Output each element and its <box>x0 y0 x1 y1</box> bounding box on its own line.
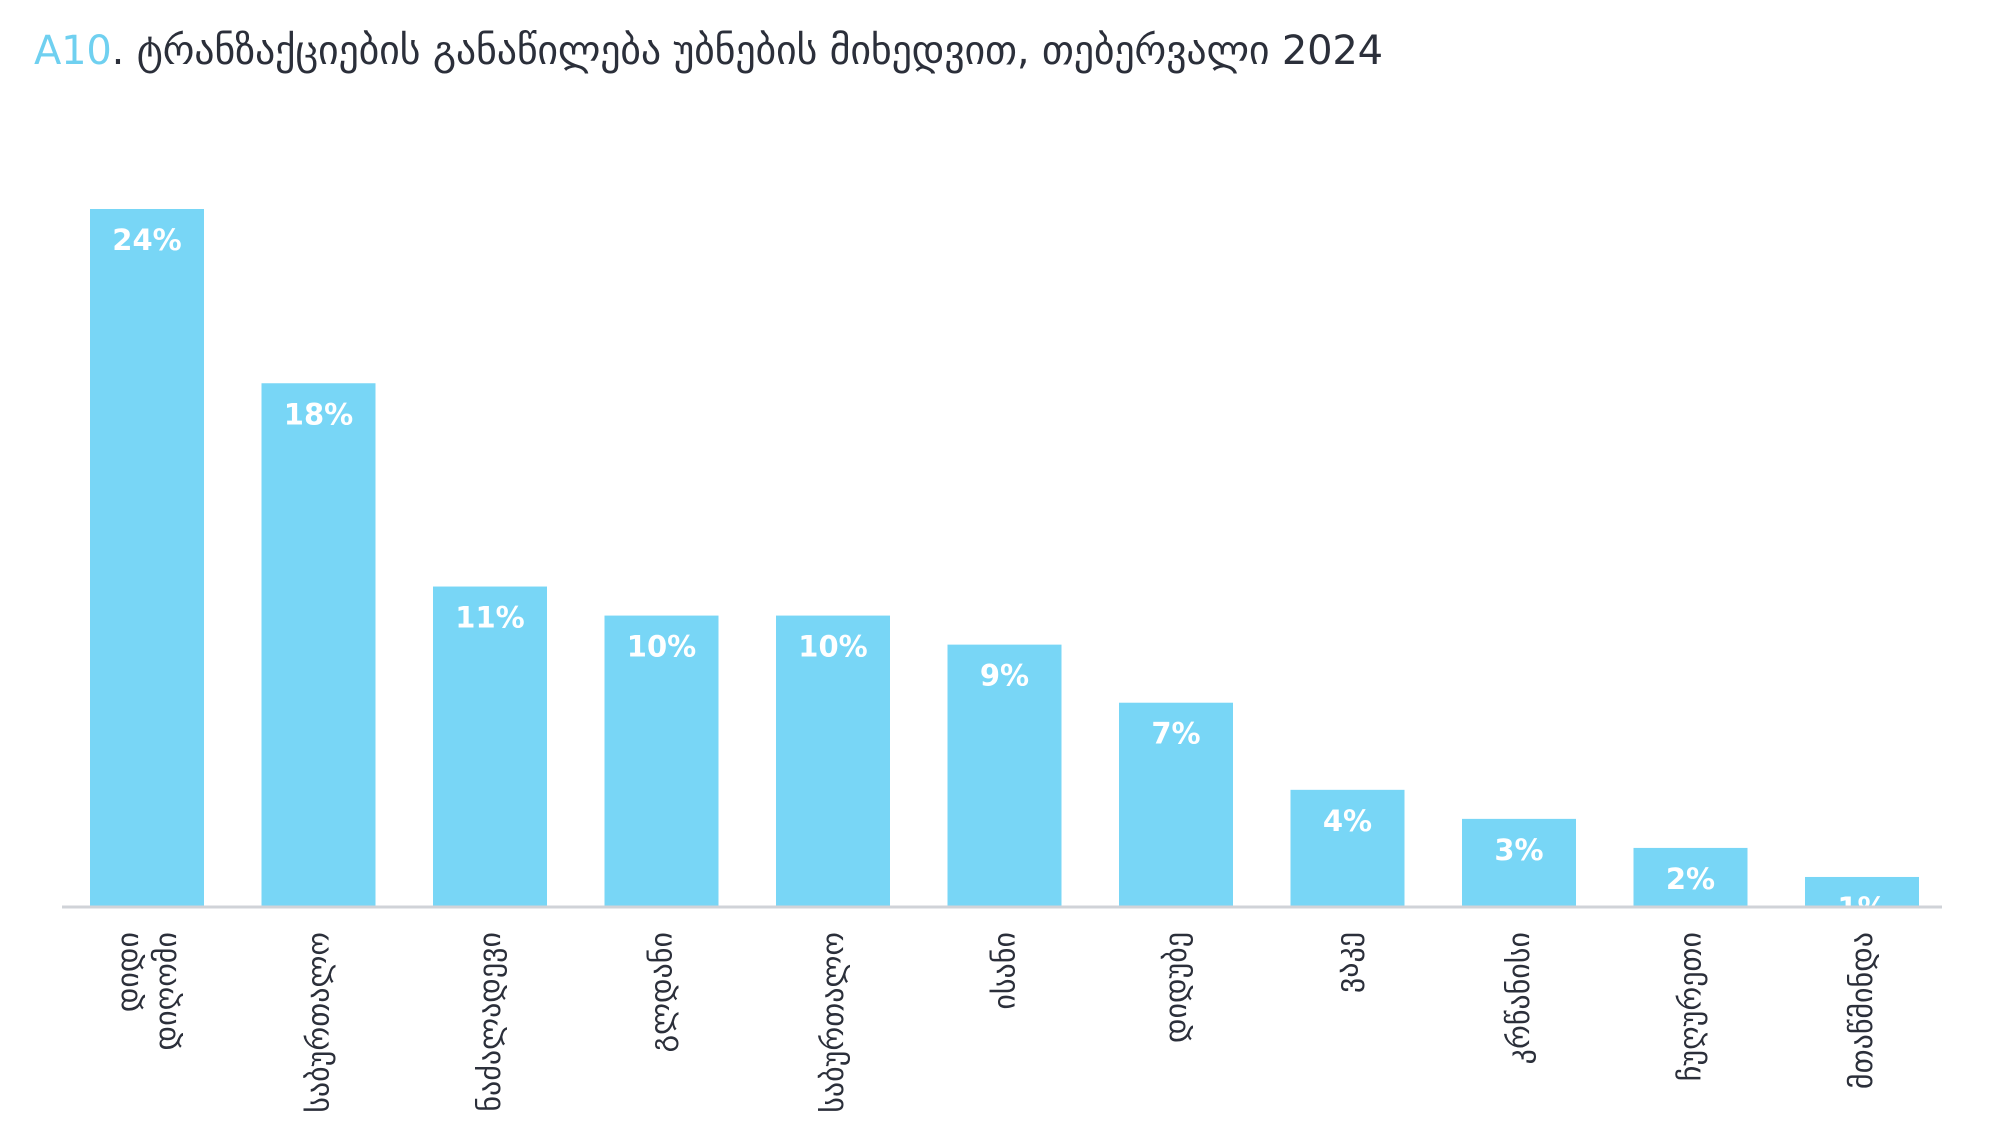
bar-1 <box>90 209 204 906</box>
bar-value-label: 11% <box>455 601 524 635</box>
category-label: ვაკე <box>1331 932 1366 993</box>
chart-title-prefix: A10 <box>34 28 112 74</box>
bar-value-label: 24% <box>112 223 181 257</box>
bar-value-label: 10% <box>627 630 696 664</box>
bar-value-label: 18% <box>284 397 353 431</box>
category-label: კრწანისი <box>1502 932 1537 1064</box>
category-label: საბურთალო <box>816 932 851 1113</box>
bar-5 <box>776 615 890 906</box>
category-label: გლდანი <box>645 932 680 1052</box>
bar-value-label: 10% <box>798 630 867 664</box>
bar-value-label: 7% <box>1151 717 1200 751</box>
bar-3 <box>433 586 547 906</box>
bar-value-label: 2% <box>1666 862 1715 896</box>
bar-value-label: 9% <box>980 659 1029 693</box>
category-label: ისანი <box>988 932 1023 1010</box>
bar-8 <box>1290 789 1405 906</box>
category-label: დიდუბე <box>1159 932 1194 1043</box>
chart-title: A10. ტრანზაქციების განაწილება უბნების მი… <box>34 28 1383 74</box>
bar-4 <box>604 615 719 906</box>
category-label: მთაწმინდა <box>1845 932 1880 1089</box>
bar-11 <box>1805 876 1919 906</box>
bar-value-label: 4% <box>1323 804 1372 838</box>
bar-6 <box>947 644 1062 906</box>
bar-9 <box>1462 818 1576 906</box>
bar-2 <box>261 383 376 906</box>
chart-title-text: . ტრანზაქციების განაწილება უბნების მიხედ… <box>111 28 1383 74</box>
category-label: დიდი <box>111 932 146 1012</box>
bar-7 <box>1119 702 1233 906</box>
bar-value-label: 3% <box>1494 833 1543 867</box>
category-labels-group: დიდი დიღომი საბურთალო ნაძალადევი გლდანი საბურ… <box>111 932 1880 1113</box>
category-label: ჩუღურეთი <box>1674 932 1709 1081</box>
category-label: ნაძალადევი <box>473 932 508 1112</box>
bar-10 <box>1633 847 1748 906</box>
bars-group: 24%18%11%10% 10%9%7%4%3%2%1% <box>90 209 1919 925</box>
category-label: დიღომი <box>149 932 184 1050</box>
category-label: საბურთალო <box>302 932 337 1113</box>
